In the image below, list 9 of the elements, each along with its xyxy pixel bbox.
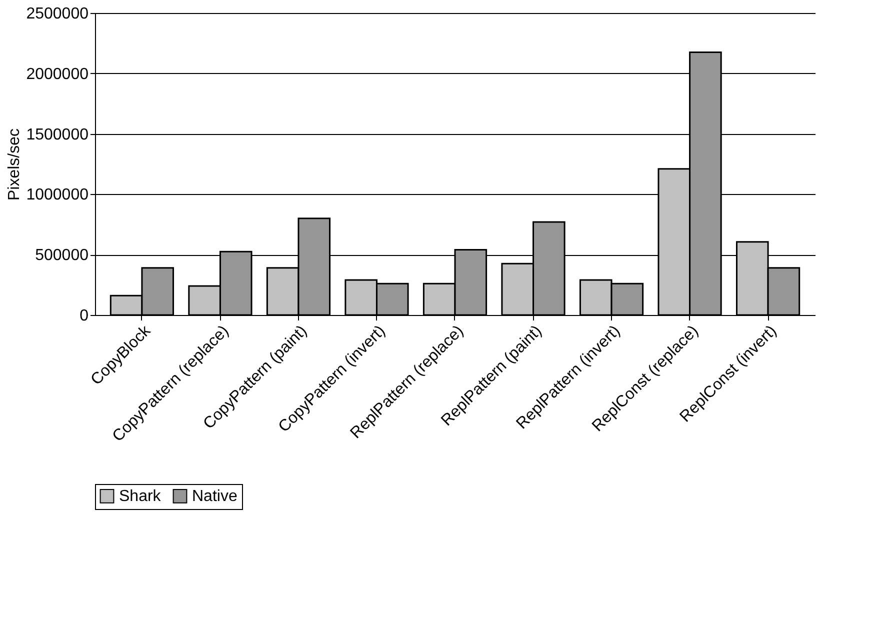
y-tick-label: 1500000 xyxy=(26,126,89,144)
y-tick-label: 0 xyxy=(80,308,89,324)
y-tick-label: 2000000 xyxy=(26,66,89,83)
y-axis-title: Pixels/sec xyxy=(6,128,24,201)
y-tick-label: 2500000 xyxy=(26,6,89,22)
y-tick-label: 1000000 xyxy=(26,186,89,204)
y-tick-label: 500000 xyxy=(35,247,89,264)
legend-label: Shark xyxy=(119,488,162,506)
legend-label: Native xyxy=(192,488,238,506)
